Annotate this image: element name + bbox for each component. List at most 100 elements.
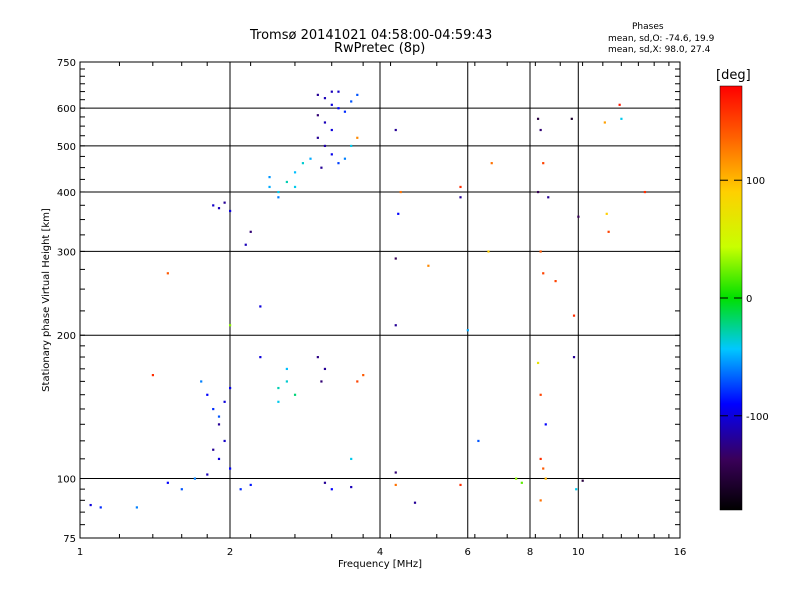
y-tick-label: 300 [57, 247, 76, 258]
data-point [350, 485, 353, 489]
y-tick-labels: 75 100 200 300 400 500 600 750 [57, 58, 76, 545]
data-point [536, 190, 540, 194]
data-point [330, 153, 333, 156]
data-point [343, 157, 347, 160]
data-point [277, 386, 280, 390]
data-point [277, 400, 280, 403]
data-point [603, 121, 606, 124]
data-point [259, 356, 262, 359]
plot-frame [79, 61, 681, 539]
data-point [337, 162, 340, 165]
data-point [166, 481, 169, 484]
data-point [330, 90, 333, 93]
data-point [229, 386, 232, 390]
y-axis-label: Stationary phase Virtual Height [km] [41, 208, 52, 392]
y-tick-label: 500 [57, 142, 76, 153]
data-point [223, 400, 226, 403]
y-tick-label: 600 [57, 104, 76, 115]
data-point [536, 361, 540, 365]
data-point [217, 457, 221, 461]
data-point [229, 324, 232, 327]
data-point [356, 380, 359, 383]
data-point [539, 457, 542, 461]
x-tick-label: 4 [377, 547, 383, 558]
phase-stats-o: mean, sd,O: -74.6, 19.9 [608, 34, 715, 44]
data-point [316, 114, 319, 117]
colorbar-tick-label: 100 [746, 176, 765, 187]
data-point [572, 356, 576, 359]
colorbar-tick-label: -100 [746, 412, 769, 423]
data-point [536, 117, 540, 120]
data-point [259, 305, 262, 308]
data-point [427, 264, 430, 267]
data-point [330, 103, 333, 106]
data-point [293, 393, 297, 396]
data-point [544, 423, 547, 426]
data-point [212, 448, 215, 451]
data-point [547, 196, 550, 199]
data-point [309, 157, 312, 160]
data-point [135, 506, 138, 509]
data-point [542, 467, 545, 470]
data-point [316, 136, 319, 139]
data-point [397, 212, 400, 215]
data-point [570, 117, 573, 120]
data-point [193, 477, 197, 480]
y-tick-label: 400 [57, 188, 76, 199]
grid [80, 62, 680, 538]
data-point [620, 117, 623, 120]
data-point [320, 166, 323, 169]
data-point [490, 162, 493, 165]
data-point [394, 128, 397, 132]
data-point [217, 415, 221, 418]
data-point [293, 171, 297, 174]
y-tick-label: 200 [57, 331, 76, 342]
data-point [217, 423, 221, 426]
data-point [200, 380, 203, 383]
x-tick-label: 10 [572, 547, 585, 558]
data-point [323, 121, 327, 124]
data-point [268, 185, 271, 189]
colorbar-tick-label: 0 [746, 294, 752, 305]
data-point [323, 367, 327, 371]
data-point [539, 128, 542, 132]
data-point [413, 501, 417, 504]
data-point [487, 250, 490, 253]
data-point [239, 488, 242, 491]
data-point [394, 257, 397, 260]
data-point [477, 439, 480, 443]
data-point [151, 374, 155, 377]
data-point [337, 90, 340, 93]
data-point [249, 230, 252, 233]
data-point [356, 93, 359, 96]
data-point [316, 356, 319, 359]
data-point [277, 190, 280, 194]
data-point [520, 481, 523, 484]
data-point [350, 457, 353, 461]
data-point [212, 407, 215, 411]
x-tick-label: 2 [227, 547, 233, 558]
data-point [229, 209, 232, 213]
data-point [268, 175, 271, 179]
chart-title: Tromsø 20141021 04:58:00-04:59:43 [250, 28, 493, 43]
data-point [544, 477, 547, 480]
data-point [229, 467, 232, 470]
data-point [577, 215, 580, 218]
data-point [350, 100, 353, 103]
data-point [323, 481, 327, 484]
data-point [572, 314, 576, 317]
phase-stats-x: mean, sd,X: 98.0, 27.4 [608, 45, 711, 55]
data-point [99, 506, 102, 509]
data-point [293, 185, 297, 189]
data-point [459, 483, 462, 487]
data-point [618, 103, 621, 106]
x-tick-label: 16 [674, 547, 687, 558]
colorbar-ticks: 100 0 -100 [720, 176, 769, 423]
data-point [301, 162, 305, 165]
data-point [206, 393, 209, 396]
chart-subtitle: RwPretec (8p) [334, 41, 426, 56]
data-point [459, 185, 462, 189]
data-point [285, 367, 288, 371]
y-tick-label: 100 [57, 475, 76, 486]
